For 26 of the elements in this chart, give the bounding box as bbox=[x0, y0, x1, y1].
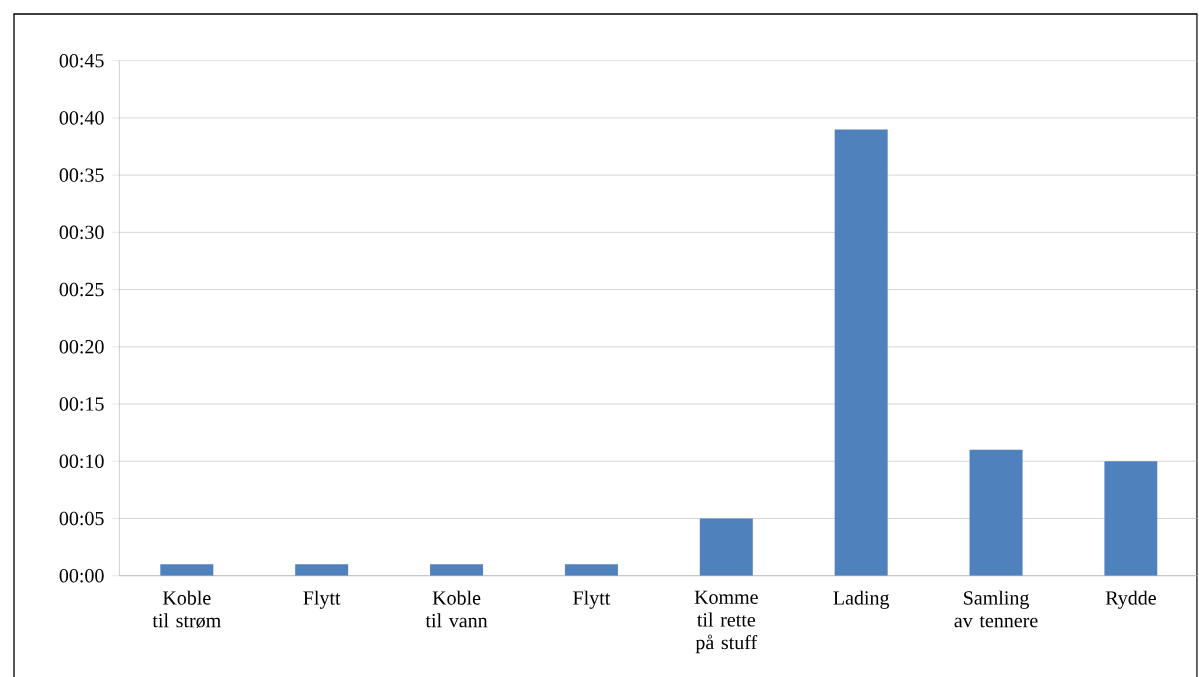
y-tick-label: 00:05 bbox=[59, 511, 104, 526]
bar bbox=[295, 564, 349, 576]
y-tick-label: 00:10 bbox=[59, 454, 104, 469]
y-tick-label: 00:40 bbox=[59, 111, 104, 125]
bar bbox=[834, 129, 888, 576]
y-tick-label: 00:15 bbox=[59, 397, 104, 411]
bar bbox=[1104, 461, 1158, 576]
x-tick-label: Koble til strøm bbox=[152, 590, 221, 628]
bar bbox=[160, 564, 214, 576]
x-tick-label: Lading bbox=[833, 590, 890, 609]
x-tick-label: Koble til vann bbox=[425, 590, 488, 628]
y-tick-label: 00:20 bbox=[59, 340, 104, 354]
y-tick-label: 00:30 bbox=[59, 225, 104, 240]
bar bbox=[969, 449, 1023, 576]
x-tick-label: Komme til rette på stuff bbox=[694, 590, 758, 654]
y-tick-label: 00:25 bbox=[59, 282, 104, 297]
x-tick-label: Rydde bbox=[1105, 590, 1156, 609]
y-tick-label: 00:00 bbox=[59, 568, 104, 583]
y-tick-label: 00:45 bbox=[59, 53, 104, 68]
x-tick-label: Samling av tennere bbox=[954, 590, 1038, 628]
bar bbox=[430, 564, 484, 576]
y-tick-label: 00:35 bbox=[59, 168, 104, 182]
x-tick-label: Flytt bbox=[573, 590, 611, 609]
bar bbox=[699, 518, 753, 576]
bar bbox=[564, 564, 618, 576]
x-tick-label: Flytt bbox=[303, 590, 341, 609]
